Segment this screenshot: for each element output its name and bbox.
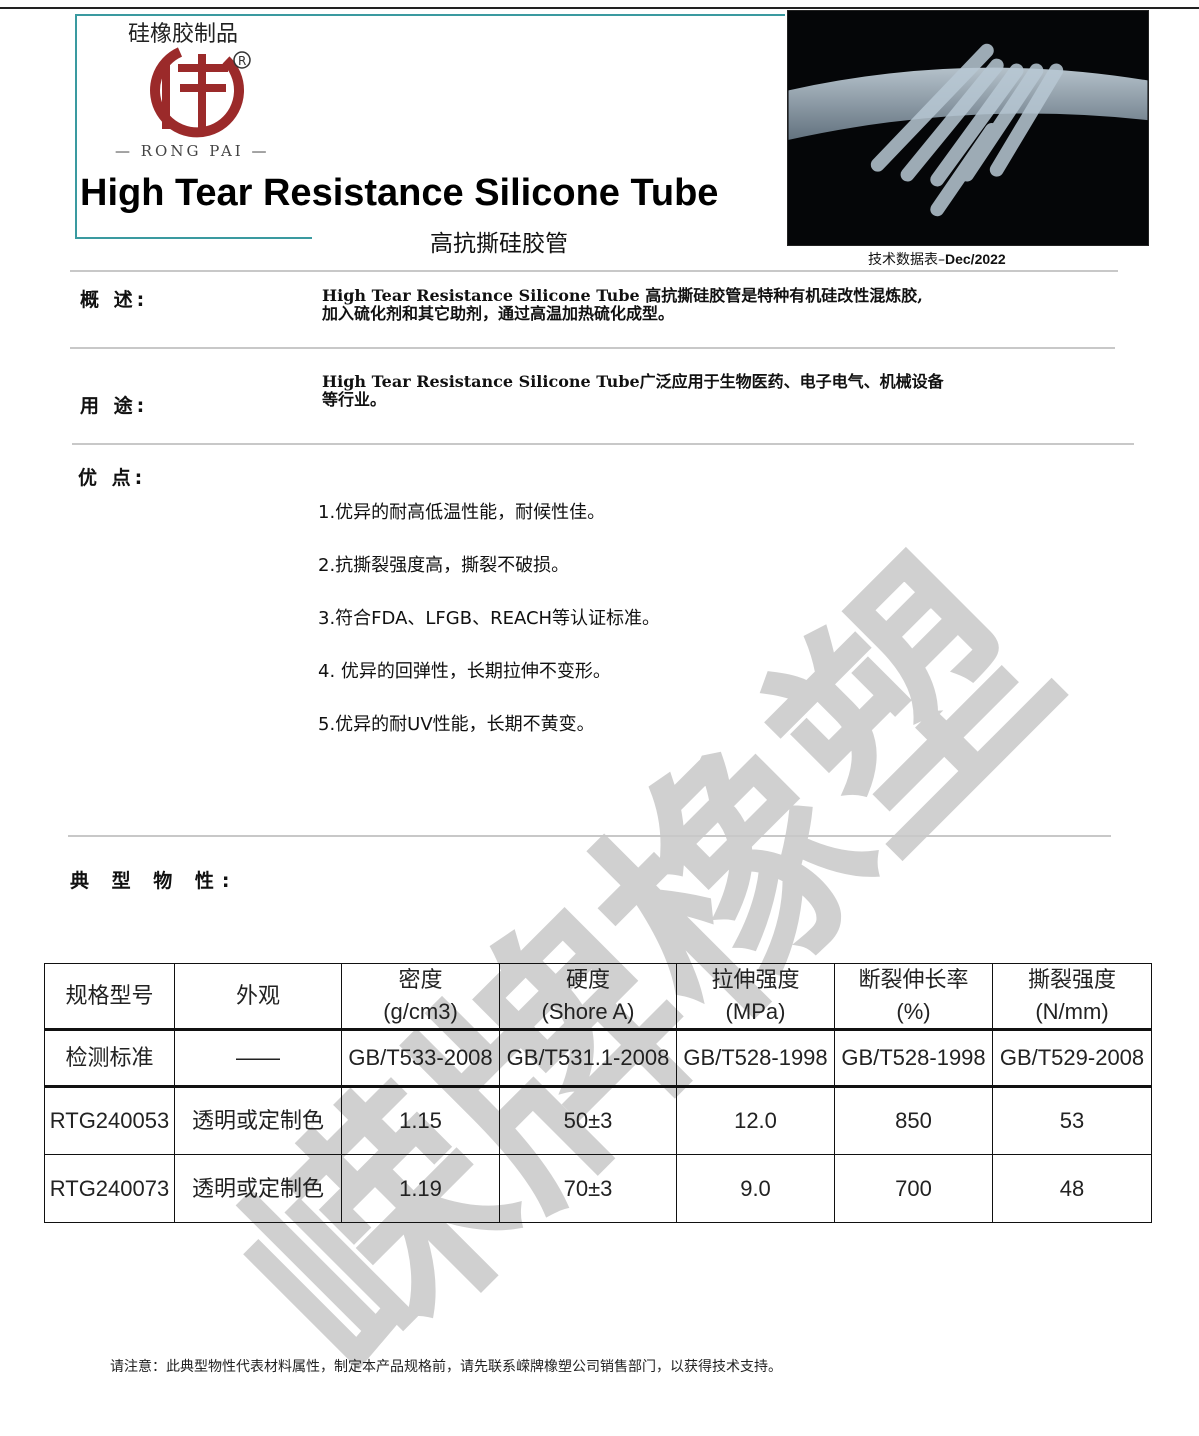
cell: GB/T531.1-2008 [499,1028,677,1088]
product-photo [787,10,1149,246]
header-unit: (%) [896,999,931,1024]
cell: 48 [992,1154,1152,1223]
brand-en: — RONG PAI — [115,142,270,160]
svg-text:R: R [238,54,246,68]
cell: 53 [992,1086,1152,1155]
usage-label: 用 途: [80,395,149,417]
brand-cn: 硅橡胶制品 [128,22,239,47]
advantage-item: 3.符合FDA、LFGB、REACH等认证标准。 [318,608,661,629]
table-header-row: 规格型号 外观 密度 (g/cm3) 硬度 (Shore A) 拉伸强度 (MPa) … [44,963,1152,1030]
cell: RTG240053 [44,1086,175,1155]
header-cell: 密度 [398,967,443,992]
advantage-item: 2.抗撕裂强度高，撕裂不破损。 [318,555,570,576]
header-unit: (Shore A) [541,999,635,1024]
top-rule [0,7,1199,9]
advantage-item: 4. 优异的回弹性，长期拉伸不变形。 [318,661,611,682]
cell: 透明或定制色 [174,1086,342,1155]
divider [70,347,1115,349]
divider [70,270,1118,272]
advantages-label: 优 点: [78,467,147,489]
properties-table: 规格型号 外观 密度 (g/cm3) 硬度 (Shore A) 拉伸强度 (MPa) … [44,963,1152,1223]
advantage-item: 1.优异的耐高低温性能，耐候性佳。 [318,502,606,523]
header-unit: (N/mm) [1035,999,1109,1024]
cell: —— [174,1028,342,1088]
cell: 50±3 [499,1086,677,1155]
overview-text: High Tear Resistance Silicone Tube 高抗撕硅胶… [322,286,923,323]
cell: 700 [834,1154,993,1223]
table-row: RTG240073 透明或定制色 1.19 70±3 9.0 700 48 [44,1154,1152,1223]
cell: GB/T528-1998 [834,1028,993,1088]
header-frame [75,14,77,239]
header-cell: 拉伸强度 [711,967,800,992]
cell: 850 [834,1086,993,1155]
header-cell: 规格型号 [65,983,154,1008]
cell: 1.15 [341,1086,500,1155]
properties-label: 典 型 物 性: [70,870,238,892]
datasheet-date: 技术数据表–Dec/2022 [868,251,1006,268]
cell: GB/T529-2008 [992,1028,1152,1088]
page-subtitle: 高抗撕硅胶管 [430,231,568,257]
cell: 9.0 [676,1154,835,1223]
cell: 透明或定制色 [174,1154,342,1223]
header-frame [75,14,785,16]
cell: 70±3 [499,1154,677,1223]
footer-note: 请注意：此典型物性代表材料属性，制定本产品规格前，请先联系嵘牌橡塑公司销售部门，… [110,1359,782,1375]
divider [72,443,1134,445]
cell: RTG240073 [44,1154,175,1223]
advantage-item: 5.优异的耐UV性能，长期不黄变。 [318,714,595,735]
header-cell: 外观 [235,983,280,1008]
cell: 12.0 [676,1086,835,1155]
table-row: RTG240053 透明或定制色 1.15 50±3 12.0 850 53 [44,1086,1152,1155]
header-unit: (g/cm3) [383,999,458,1024]
cell: 检测标准 [44,1028,175,1088]
standards-row: 检测标准 —— GB/T533-2008 GB/T531.1-2008 GB/T… [44,1028,1152,1088]
header-frame [75,237,312,239]
cell: GB/T533-2008 [341,1028,500,1088]
header-unit: (MPa) [725,999,786,1024]
cell: GB/T528-1998 [676,1028,835,1088]
header-cell: 撕裂强度 [1027,967,1116,992]
cell: 1.19 [341,1154,500,1223]
header-cell: 断裂伸长率 [858,967,969,992]
page-title: High Tear Resistance Silicone Tube [80,172,719,214]
header-cell: 硬度 [565,967,610,992]
usage-text: High Tear Resistance Silicone Tube广泛应用于生… [322,372,944,409]
overview-label: 概 述: [80,289,149,311]
divider [68,835,1111,837]
rongpai-logo: R [150,47,251,138]
